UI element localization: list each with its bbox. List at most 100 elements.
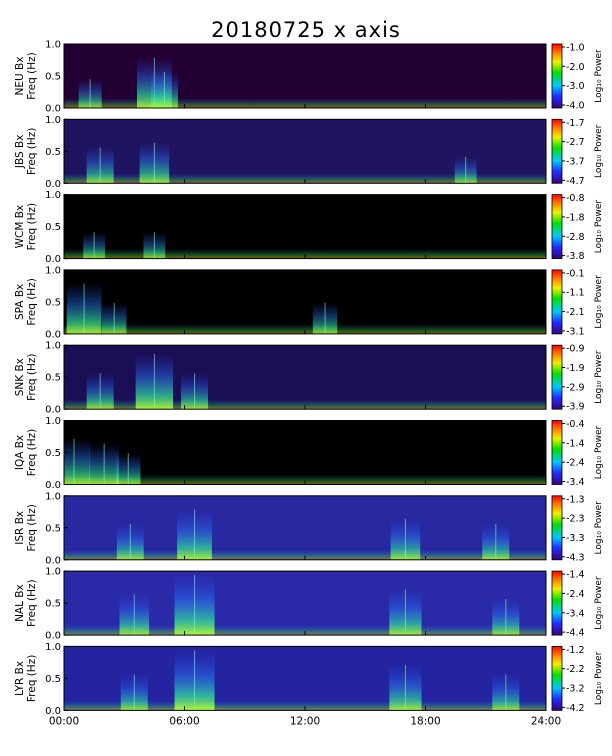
- colorbar-label: Log₁₀ Power: [594, 200, 604, 254]
- colorbar-label: Log₁₀ Power: [594, 275, 604, 329]
- y-tick-label: 1.0: [45, 115, 61, 126]
- colorbar-tick-label: -1.7: [566, 118, 585, 129]
- colorbar-tick-label: -1.1: [566, 288, 585, 299]
- station-label: SNK Bx: [14, 358, 26, 396]
- colorbar-tick-label: -4.0: [566, 101, 585, 112]
- colorbar-tick-label: -3.0: [566, 81, 585, 92]
- colorbar-label: Log₁₀ Power: [594, 426, 604, 480]
- freq-label: Freq (Hz): [26, 655, 38, 702]
- colorbar-tick-label: -2.1: [566, 307, 585, 318]
- y-tick-label: 0.5: [45, 599, 61, 610]
- y-tick-label: 0.0: [45, 555, 61, 566]
- y-tick-label: 0.5: [45, 448, 61, 459]
- low-frequency-band: [64, 625, 546, 636]
- colorbar-tick-label: -2.2: [566, 664, 585, 675]
- colorbar-tick-label: -1.3: [566, 494, 585, 505]
- station-label: LYR Bx: [14, 661, 26, 696]
- panel-lyr: 0.0 0.5 1.0 LYR Bx Freq (Hz) -1.2 -2.2 -3.2 -4.2…: [14, 642, 604, 717]
- colorbar: [551, 570, 563, 636]
- colorbar-tick-label: -4.2: [566, 703, 585, 714]
- colorbar-tick-label: -3.9: [566, 402, 585, 413]
- panel-background: [64, 420, 546, 485]
- station-label: WCM Bx: [14, 205, 26, 249]
- colorbar-tick-label: -4.7: [566, 176, 585, 187]
- y-tick-label: 0.5: [45, 72, 61, 83]
- colorbar-tick-label: -3.7: [566, 156, 585, 167]
- colorbar-tick-label: -2.4: [566, 589, 585, 600]
- low-frequency-band: [64, 173, 546, 184]
- colorbar-label: Log₁₀ Power: [594, 501, 604, 555]
- colorbar-tick-label: -1.4: [566, 570, 585, 581]
- colorbar-tick-label: -2.7: [566, 137, 585, 148]
- colorbar-tick-label: -2.0: [566, 62, 585, 73]
- y-tick-label: 1.0: [45, 642, 61, 653]
- low-frequency-band: [64, 323, 546, 334]
- colorbar: [551, 646, 563, 711]
- station-label: SPA Bx: [14, 284, 26, 320]
- freq-label: Freq (Hz): [26, 579, 38, 626]
- colorbar-tick-label: -4.4: [566, 628, 585, 639]
- x-tick-label: 00:00: [49, 715, 79, 727]
- colorbar: [551, 495, 563, 561]
- panel-background: [64, 269, 546, 334]
- y-tick-label: 1.0: [45, 567, 61, 578]
- y-tick-label: 0.0: [45, 480, 61, 491]
- x-tick-label: 24:00: [531, 715, 561, 727]
- colorbar-tick-label: -1.0: [566, 43, 585, 54]
- y-tick-label: 0.0: [45, 104, 61, 115]
- colorbar-tick-label: -3.2: [566, 684, 585, 695]
- x-tick-label: 12:00: [290, 715, 320, 727]
- y-tick-label: 0.5: [45, 523, 61, 534]
- station-label: JBS Bx: [14, 135, 26, 170]
- colorbar: [551, 344, 563, 410]
- colorbar-tick-label: -1.2: [566, 645, 585, 656]
- colorbar: [551, 118, 563, 184]
- page-title: 20180725 x axis: [211, 18, 401, 42]
- freq-label: Freq (Hz): [26, 278, 38, 325]
- y-tick-label: 1.0: [45, 40, 61, 51]
- panel-nal: 0.0 0.5 1.0 NAL Bx Freq (Hz) -1.4 -2.4 -3.4 -4.4…: [14, 567, 604, 642]
- y-tick-label: 1.0: [45, 491, 61, 502]
- low-frequency-band: [64, 474, 546, 485]
- low-frequency-band: [64, 549, 546, 560]
- y-tick-label: 0.0: [45, 706, 61, 717]
- x-tick-label: 06:00: [169, 715, 199, 727]
- colorbar-tick-label: -0.8: [566, 193, 585, 204]
- station-label: IQA Bx: [14, 435, 26, 470]
- panel-iqa: 0.0 0.5 1.0 IQA Bx Freq (Hz) -0.4 -1.4 -2.4 -3.4…: [14, 416, 604, 491]
- panel-isr: 0.0 0.5 1.0 ISR Bx Freq (Hz) -1.3 -2.3 -3.3 -4.3…: [14, 491, 604, 566]
- colorbar-tick-label: -3.8: [566, 251, 585, 262]
- y-tick-label: 0.0: [45, 179, 61, 190]
- y-tick-label: 0.5: [45, 674, 61, 685]
- colorbar-tick-label: -3.1: [566, 326, 585, 337]
- colorbar-tick-label: -1.4: [566, 438, 585, 449]
- colorbar-tick-label: -3.3: [566, 533, 585, 544]
- freq-label: Freq (Hz): [26, 353, 38, 400]
- station-label: NAL Bx: [14, 584, 26, 622]
- low-frequency-band: [64, 399, 546, 410]
- low-frequency-band: [64, 98, 546, 108]
- colorbar-tick-label: -2.8: [566, 232, 585, 243]
- time-axis: 00:00 06:00 12:00 18:00 24:00: [49, 715, 561, 727]
- panel-background: [64, 495, 546, 560]
- panel-jbs: 0.0 0.5 1.0 JBS Bx Freq (Hz) -1.7 -2.7 -3.7 -4.7…: [14, 115, 604, 190]
- colorbar-label: Log₁₀ Power: [594, 49, 604, 103]
- low-frequency-band: [64, 248, 546, 259]
- colorbar-tick-label: -1.8: [566, 212, 585, 223]
- colorbar: [551, 420, 563, 485]
- y-tick-label: 0.5: [45, 297, 61, 308]
- y-tick-label: 0.0: [45, 631, 61, 642]
- panel-snk: 0.0 0.5 1.0 SNK Bx Freq (Hz) -0.9 -1.9 -2.9 -3.9…: [14, 341, 604, 416]
- colorbar-tick-label: -2.9: [566, 382, 585, 393]
- colorbar-label: Log₁₀ Power: [594, 124, 604, 178]
- colorbar-tick-label: -3.4: [566, 477, 585, 488]
- panel-spa: 0.0 0.5 1.0 SPA Bx Freq (Hz) -0.1 -1.1 -2.1 -3.1…: [14, 265, 604, 340]
- colorbar-label: Log₁₀ Power: [594, 651, 604, 705]
- colorbar-label: Log₁₀ Power: [594, 350, 604, 404]
- colorbar: [551, 43, 563, 109]
- y-tick-label: 0.0: [45, 329, 61, 340]
- y-tick-label: 0.5: [45, 222, 61, 233]
- panel-wcm: 0.0 0.5 1.0 WCM Bx Freq (Hz) -0.8 -1.8 -2.8 -3.8…: [14, 190, 604, 265]
- y-tick-label: 0.5: [45, 147, 61, 158]
